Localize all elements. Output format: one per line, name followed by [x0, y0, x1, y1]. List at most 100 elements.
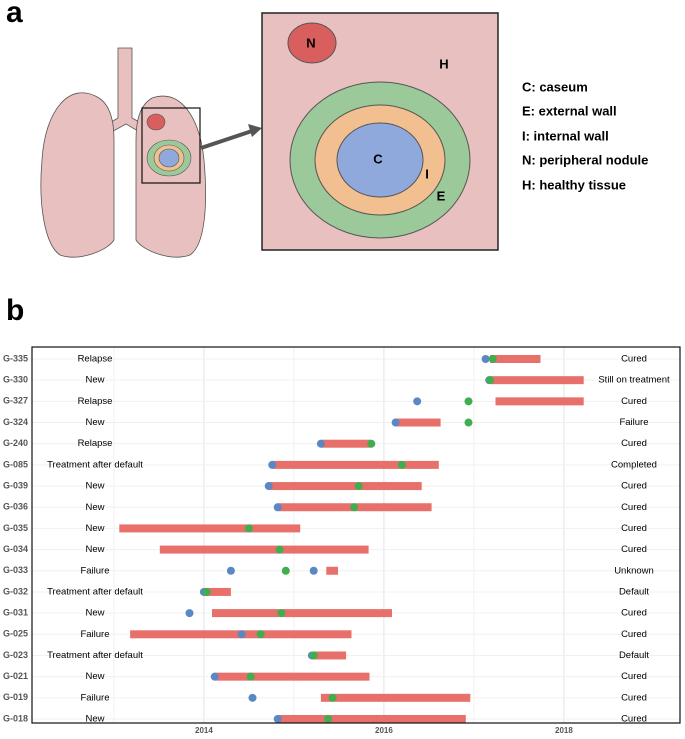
outcome-label: Unknown [614, 565, 654, 576]
row-id: G-324 [3, 417, 28, 427]
outcome-label: Cured [621, 714, 647, 725]
blue-dot [481, 355, 490, 363]
row-id: G-018 [3, 713, 28, 723]
outcome-label: Default [619, 586, 649, 597]
legend-text: E: external wall [522, 103, 617, 118]
legend-text: N: peripheral nodule [522, 152, 648, 167]
outcome-label: Cured [621, 544, 647, 555]
treatment-bar [395, 418, 441, 427]
regimen-label: New [85, 417, 104, 428]
regimen-label: Failure [80, 692, 109, 703]
green-dot [464, 397, 473, 406]
green-dot [367, 439, 376, 448]
green-dot [397, 460, 406, 469]
green-dot [309, 651, 318, 660]
treatment-bar [320, 439, 372, 448]
treatment-bar [212, 609, 392, 618]
treatment-bar [490, 355, 541, 363]
row-id: G-085 [3, 459, 28, 469]
treatment-bar [490, 376, 584, 385]
row-id: G-019 [3, 692, 28, 702]
arrow [200, 129, 253, 150]
green-dot [277, 609, 286, 618]
regimen-label: New [85, 375, 104, 386]
green-dot [354, 482, 363, 491]
green-dot [202, 587, 211, 596]
legend-text: I: internal wall [522, 128, 609, 143]
x-tick-label: 2016 [375, 726, 393, 734]
regimen-label: New [85, 481, 104, 492]
nodule [287, 22, 337, 64]
row-id: G-039 [3, 480, 28, 490]
treatment-bar [203, 587, 231, 596]
treatment-bar [272, 460, 439, 469]
row-id: G-034 [3, 544, 28, 554]
green-dot [328, 693, 337, 702]
row-id: G-021 [3, 671, 28, 681]
x-tick-label: 2014 [195, 726, 213, 734]
blue-dot [210, 672, 219, 681]
regimen-label: Treatment after default [47, 459, 143, 470]
blue-dot [226, 566, 235, 575]
outcome-label: Cured [621, 629, 647, 640]
green-dot [244, 524, 253, 533]
zone-label: C [373, 151, 383, 166]
regimen-label: Failure [80, 629, 109, 640]
blue-dot [264, 482, 273, 491]
row-id: G-330 [3, 375, 28, 385]
green-dot [488, 355, 497, 363]
outcome-label: Cured [621, 523, 647, 534]
blue-dot [309, 566, 318, 575]
legend-text: H: healthy tissue [522, 177, 626, 192]
treatment-bar [313, 651, 347, 660]
green-dot [486, 376, 495, 385]
row-id: G-240 [3, 438, 28, 448]
arrow-head [248, 124, 262, 137]
outcome-label: Cured [621, 692, 647, 703]
blue-dot [413, 397, 422, 406]
treatment-bar [159, 545, 369, 554]
zone-label: N [306, 35, 315, 50]
blue-dot [316, 439, 325, 448]
panel-label: b [6, 294, 24, 327]
zone-label: H [439, 56, 448, 71]
regimen-label: Relapse [78, 396, 113, 407]
treatment-bar [495, 397, 584, 406]
green-dot [350, 503, 359, 512]
outcome-label: Cured [621, 608, 647, 619]
regimen-label: New [85, 671, 104, 682]
legend-text: C: caseum [522, 79, 588, 94]
caseum [336, 122, 424, 198]
regimen-label: New [85, 714, 104, 725]
outcome-label: Cured [621, 354, 647, 365]
blue-dot [237, 630, 246, 639]
zoom-box [141, 107, 201, 184]
nodule-small [146, 113, 166, 131]
lesion-small [158, 148, 180, 168]
treatment-bar [277, 715, 466, 723]
x-tick-label: 2018 [555, 726, 573, 734]
regimen-label: New [85, 608, 104, 619]
treatment-bar [214, 672, 370, 681]
zone-label: E [437, 188, 446, 203]
row-id: G-023 [3, 650, 28, 660]
row-id: G-032 [3, 586, 28, 596]
blue-dot [273, 715, 282, 723]
outcome-label: Cured [621, 502, 647, 513]
panel-label: a [6, 0, 23, 29]
outcome-label: Still on treatment [598, 375, 670, 386]
regimen-label: Failure [80, 565, 109, 576]
outcome-label: Cured [621, 396, 647, 407]
plot-area [32, 347, 680, 723]
green-dot [324, 715, 333, 723]
green-dot [256, 630, 265, 639]
outcome-label: Completed [611, 459, 657, 470]
treatment-bar [119, 524, 301, 533]
blue-dot [248, 693, 257, 702]
row-id: G-035 [3, 523, 28, 533]
blue-dot [273, 503, 282, 512]
regimen-label: New [85, 523, 104, 534]
regimen-label: Treatment after default [47, 650, 143, 661]
outcome-label: Failure [619, 417, 648, 428]
